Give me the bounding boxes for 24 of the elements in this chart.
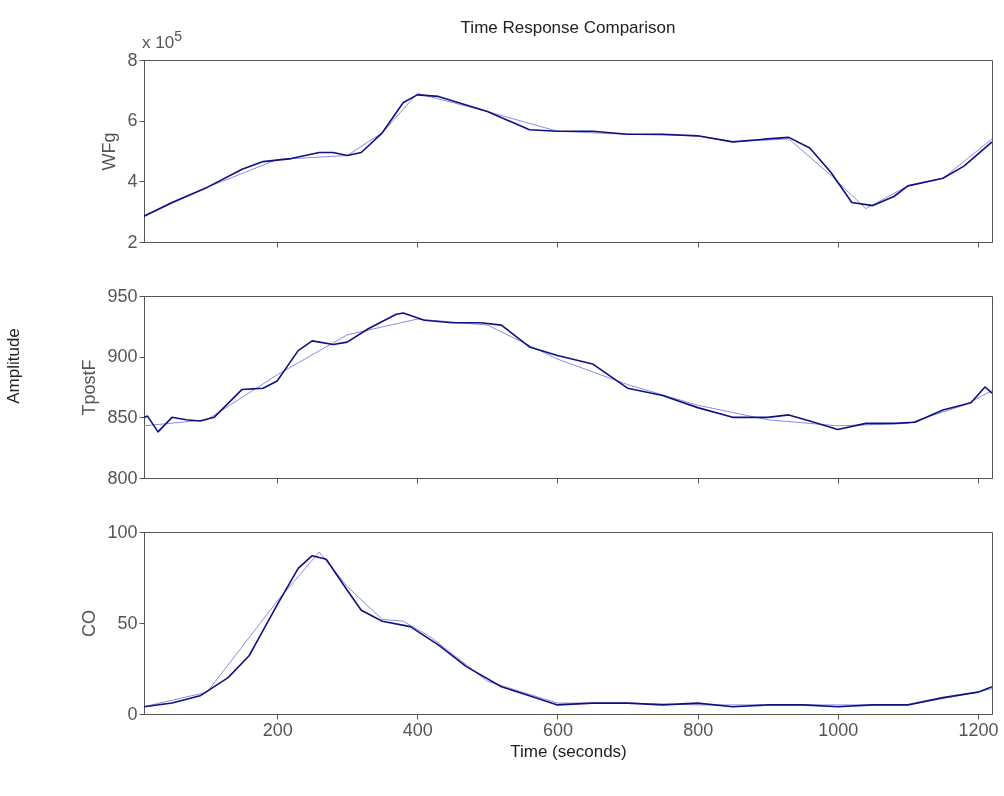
chart-title: Time Response Comparison	[460, 18, 676, 37]
text: x 10$^{5}$	[142, 28, 183, 53]
y-tick-label: 2	[127, 231, 138, 252]
x-tick-label: 1200	[958, 719, 999, 740]
x-tick-label: 600	[542, 719, 574, 740]
y-tick-label: 50	[117, 612, 138, 633]
x-tick-label: 800	[683, 719, 714, 740]
x-tick-label: 200	[262, 719, 293, 740]
x-axis-title: Time (seconds)	[510, 741, 627, 761]
x-tick-label: 1000	[818, 719, 859, 740]
y-tick-label: 6	[127, 110, 138, 131]
x-tick-label: 400	[402, 719, 433, 740]
y-tick-label: 0	[127, 703, 138, 724]
y-tick-label: 8	[127, 49, 138, 70]
y-axis-title: TpostF	[79, 359, 100, 416]
y-axis-title: CO	[79, 610, 100, 637]
y-tick-label: 100	[107, 521, 138, 542]
y-axis-title: WFg	[99, 132, 120, 171]
y-tick-label: 800	[107, 467, 138, 488]
y-tick-label: 4	[127, 170, 138, 191]
y-tick-label: 900	[107, 346, 138, 367]
text: Amplitude	[3, 328, 24, 404]
y-tick-label: 950	[107, 285, 138, 306]
y-tick-label: 850	[107, 406, 138, 427]
